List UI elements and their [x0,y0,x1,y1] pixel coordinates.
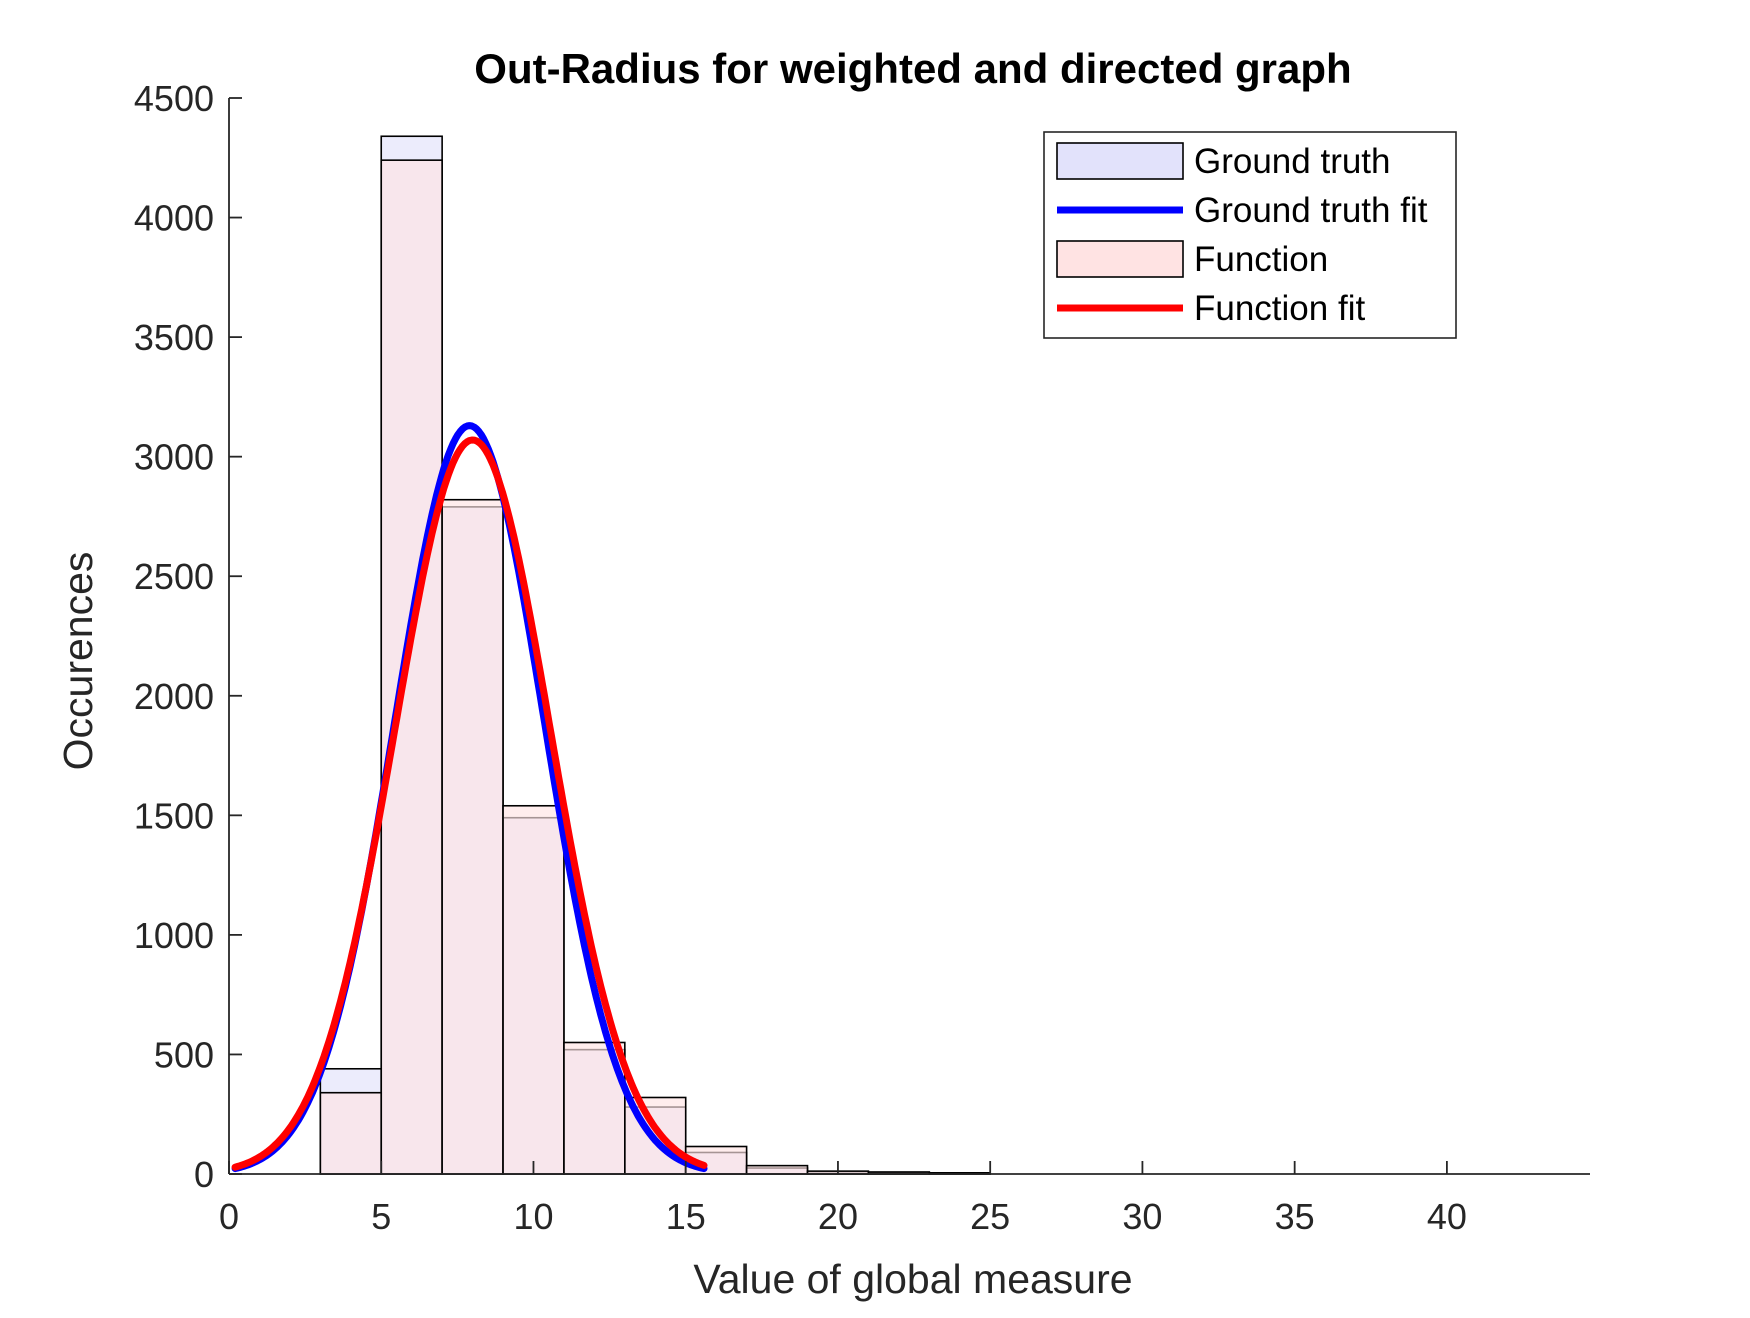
legend-label: Ground truth [1194,142,1391,181]
y-axis-label: Occurences [55,552,101,771]
x-tick-label: 40 [1427,1196,1467,1237]
y-tick-label: 0 [194,1154,214,1195]
y-tick-label: 1500 [134,795,214,836]
histogram-function [319,159,991,1175]
y-tick-label: 1000 [134,915,214,956]
legend-item: Ground truth fit [1057,191,1428,230]
x-tick-label: 30 [1122,1196,1162,1237]
x-tick-label: 20 [818,1196,858,1237]
legend-swatch [1056,240,1184,278]
x-tick-label: 35 [1275,1196,1315,1237]
histogram-bar [502,804,565,1175]
y-tick-label: 3500 [134,317,214,358]
legend-swatch [1056,142,1184,180]
histogram-bar [380,159,443,1175]
y-tick-label: 500 [154,1034,214,1075]
x-tick-label: 25 [970,1196,1010,1237]
legend-label: Function fit [1194,289,1365,328]
legend-item: Function fit [1057,289,1365,328]
y-tick-label: 2500 [134,556,214,597]
histogram-bar [319,1091,383,1175]
legend-label: Ground truth fit [1194,191,1428,230]
plot-area: 0 5 10 15 20 25 30 35 40 0 500 1000 1500 2000 2500 3000… [134,78,1590,1237]
fit-line-function-fit [231,436,708,1171]
legend-item: Ground truth [1056,142,1391,181]
x-tick-label: 5 [371,1196,391,1237]
histogram-bar [441,498,504,1175]
legend-label: Function [1194,240,1328,279]
y-tick-label: 3000 [134,437,214,478]
x-tick-label: 0 [219,1196,239,1237]
y-tick-label: 4000 [134,198,214,239]
x-axis-label: Value of global measure [693,1256,1132,1302]
legend-item: Function [1056,240,1328,279]
y-tick-label: 4500 [134,78,214,119]
y-tick-label: 2000 [134,676,214,717]
x-tick-label: 15 [666,1196,706,1237]
legend: Ground truth Ground truth fit Function Func… [1043,131,1457,339]
chart-title: Out-Radius for weighted and directed gra… [474,45,1351,92]
histogram-bar [745,1164,809,1175]
x-tick-label: 10 [513,1196,553,1237]
histogram-bar [563,1041,626,1175]
